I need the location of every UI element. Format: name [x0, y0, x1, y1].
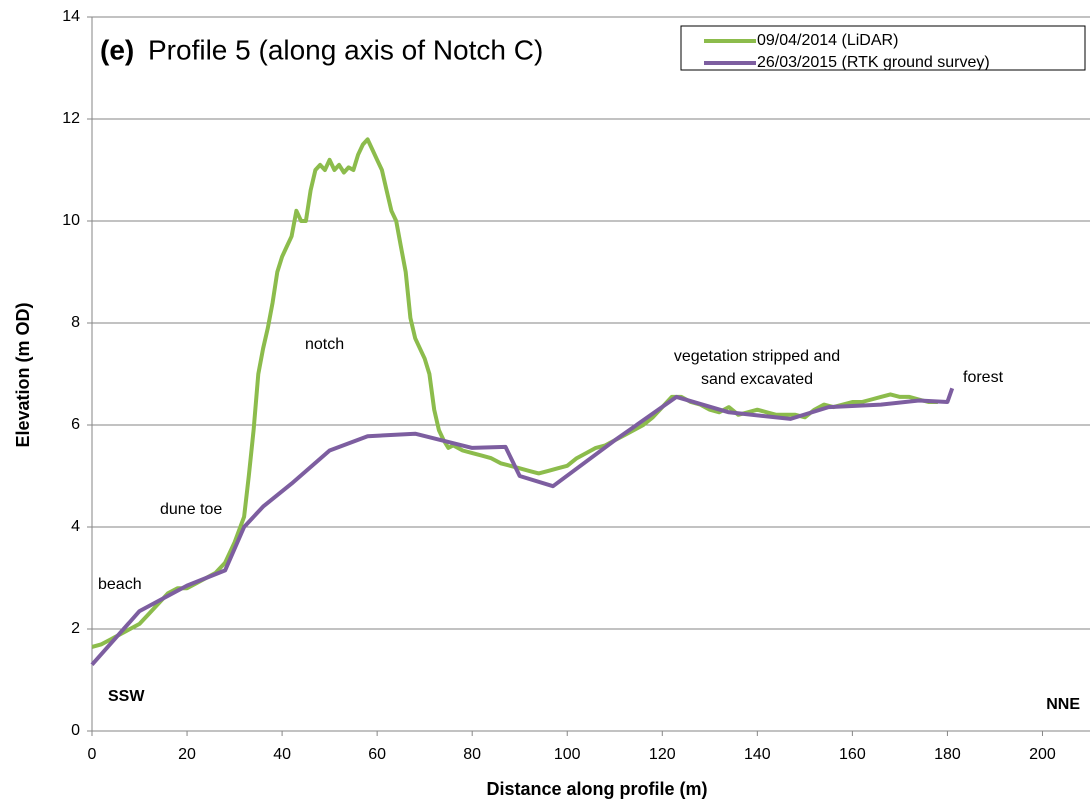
- y-tick-label: 2: [71, 620, 80, 637]
- chart-title: Profile 5 (along axis of Notch C): [148, 34, 543, 65]
- annotation: vegetation stripped and: [674, 348, 840, 365]
- annotation: dune toe: [160, 501, 222, 518]
- panel-label: (e): [100, 34, 134, 65]
- annotation: notch: [305, 336, 344, 353]
- annotation: NNE: [1046, 696, 1080, 713]
- x-tick-label: 120: [649, 746, 676, 763]
- y-axis-label: Elevation (m OD): [13, 302, 33, 447]
- x-tick-label: 140: [744, 746, 771, 763]
- x-tick-label: 160: [839, 746, 866, 763]
- y-tick-label: 14: [62, 8, 80, 25]
- x-tick-label: 80: [463, 746, 481, 763]
- x-tick-label: 100: [554, 746, 581, 763]
- y-tick-label: 0: [71, 722, 80, 739]
- x-tick-label: 0: [88, 746, 97, 763]
- series-line: [91, 137, 938, 649]
- legend-label: 09/04/2014 (LiDAR): [757, 32, 898, 49]
- x-tick-label: 200: [1029, 746, 1056, 763]
- y-tick-label: 8: [71, 314, 80, 331]
- y-tick-label: 4: [71, 518, 80, 535]
- y-tick-label: 6: [71, 416, 80, 433]
- x-tick-label: 20: [178, 746, 196, 763]
- y-tick-label: 10: [62, 212, 80, 229]
- x-tick-label: 60: [368, 746, 386, 763]
- annotation: forest: [963, 369, 1004, 386]
- x-tick-label: 180: [934, 746, 961, 763]
- y-tick-label: 12: [62, 110, 80, 127]
- annotation: beach: [98, 576, 142, 593]
- x-axis-label: Distance along profile (m): [486, 779, 707, 799]
- x-tick-label: 40: [273, 746, 291, 763]
- series-line: [90, 387, 955, 667]
- annotation: sand excavated: [701, 371, 813, 388]
- legend-label: 26/03/2015 (RTK ground survey): [757, 54, 990, 71]
- annotation: SSW: [108, 688, 145, 705]
